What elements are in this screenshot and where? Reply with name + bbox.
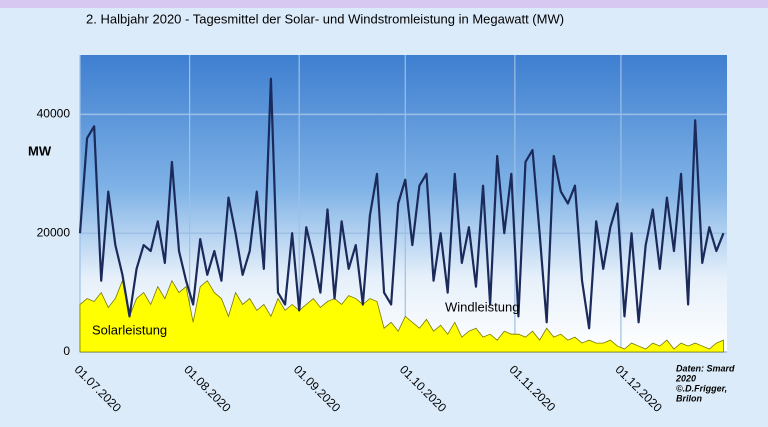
- y-tick-label: 40000: [37, 107, 71, 121]
- source-note: ©.D.Frigger,: [676, 383, 727, 393]
- line: [78, 77, 725, 330]
- y-tick-label: 20000: [37, 225, 71, 239]
- source-note: Brilon: [676, 393, 703, 403]
- y-axis-label: MW: [28, 143, 52, 158]
- source-note: Daten: Smard: [676, 363, 735, 373]
- chart-title: 2. Halbjahr 2020 - Tagesmittel der Solar…: [86, 11, 564, 26]
- source-note: 2020: [675, 373, 696, 383]
- top-strip: [0, 0, 768, 8]
- area: [79, 279, 724, 353]
- series-label: Windleistung: [445, 299, 519, 314]
- series-label: Solarleistung: [92, 322, 167, 337]
- y-tick-label: 0: [63, 344, 70, 358]
- plot: [78, 55, 727, 353]
